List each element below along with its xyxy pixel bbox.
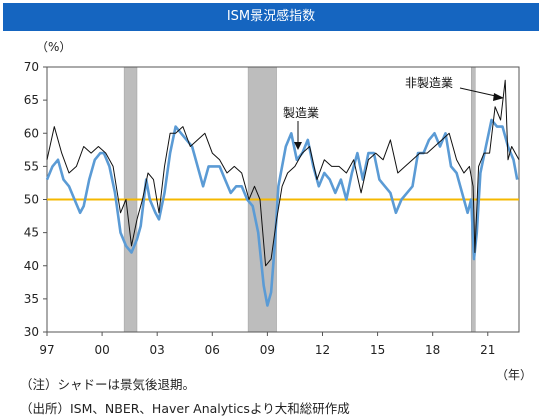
series-line-nonmanufacturing (46, 79, 520, 267)
annotation-manufacturing: 製造業 (283, 106, 319, 120)
y-axis-unit-label: （%） (36, 40, 72, 54)
y-tick-label: 45 (24, 226, 39, 240)
x-tick-label: 18 (425, 343, 440, 357)
y-tick-label: 50 (24, 193, 39, 207)
y-tick-label: 65 (24, 93, 39, 107)
x-axis-unit-label: （年） (496, 368, 533, 382)
chart-title: ISM景況感指数 (226, 9, 316, 24)
x-tick-label: 15 (370, 343, 385, 357)
x-tick-label: 09 (260, 343, 275, 357)
footnote-note: （注）シャドーは景気後退期。 (20, 377, 196, 392)
x-tick-label: 21 (480, 343, 495, 357)
annotation-nonmanufacturing-leader (459, 87, 501, 98)
series-line-manufacturing (45, 118, 519, 307)
y-tick-label: 30 (24, 325, 39, 339)
footnote-source: （出所）ISM、NBER、Haver Analyticsより大和総研作成 (20, 401, 350, 416)
x-tick-label: 03 (150, 343, 165, 357)
y-tick-label: 40 (24, 259, 39, 273)
annotation-nonmanufacturing-arrowhead (493, 93, 504, 101)
x-tick-label: 06 (205, 343, 220, 357)
x-tick-label: 97 (39, 343, 54, 357)
x-tick-label: 00 (94, 343, 109, 357)
title-bar: ISM景況感指数 (3, 3, 539, 31)
annotation-manufacturing-arrowhead (294, 142, 302, 150)
y-tick-label: 70 (24, 60, 39, 74)
y-tick-label: 35 (24, 292, 39, 306)
annotation-nonmanufacturing: 非製造業 (405, 76, 453, 90)
y-tick-label: 60 (24, 126, 39, 140)
y-tick-label: 55 (24, 159, 39, 173)
x-tick-label: 12 (315, 343, 330, 357)
